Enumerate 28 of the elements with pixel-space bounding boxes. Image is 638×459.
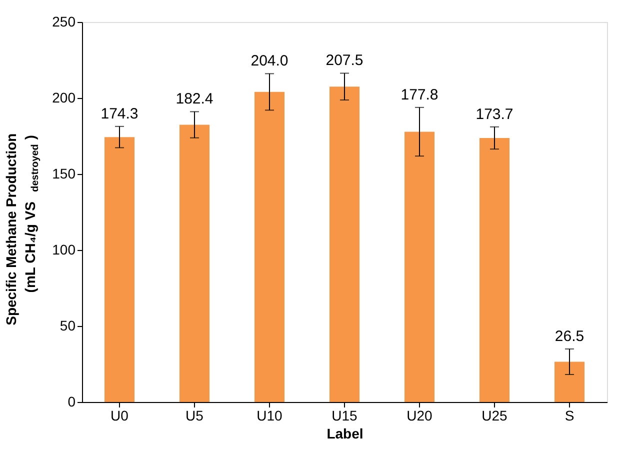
y-tick-label: 250 [52,14,76,30]
y-tick-label: 50 [60,318,76,334]
x-tick-label: U10 [256,408,283,424]
y-tick-label: 100 [52,242,76,258]
x-tick-label: U25 [482,408,508,424]
x-tick-label: U0 [110,408,129,424]
data-label: 207.5 [326,52,364,70]
data-label: 174.3 [100,105,138,122]
data-label: 182.4 [176,90,214,108]
bar [254,92,284,402]
bar [404,132,434,402]
data-label: 177.8 [400,86,438,104]
data-label: 204.0 [250,52,288,70]
data-label: 26.5 [554,328,584,345]
y-tick-label: 200 [52,90,76,106]
bar [104,137,134,402]
x-tick-label: U15 [332,408,358,424]
x-tick-label: S [564,408,574,424]
bar [330,86,360,402]
x-axis-title: Label [326,426,364,442]
x-tick-label: U20 [406,408,433,424]
bar [554,362,584,402]
y-tick-label: 0 [68,394,76,410]
bar [480,138,510,402]
x-tick-label: U5 [186,408,204,424]
data-label: 173.7 [476,106,514,123]
bar [180,124,210,402]
y-tick-label: 150 [52,166,76,182]
